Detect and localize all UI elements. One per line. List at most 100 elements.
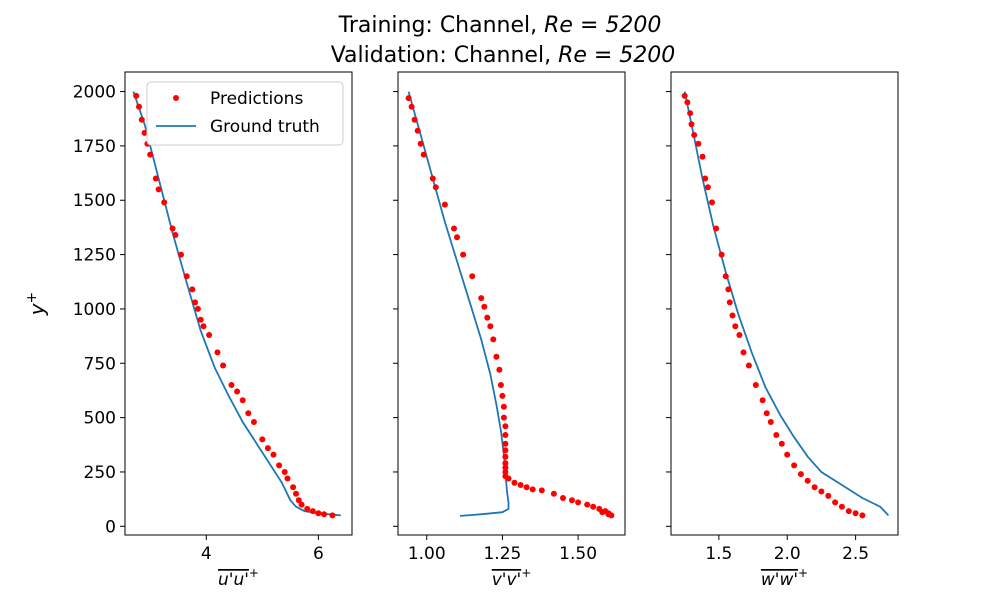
axes-frame	[397, 71, 626, 536]
prediction-point	[234, 388, 241, 395]
prediction-point	[763, 410, 770, 417]
prediction-point	[560, 495, 566, 501]
prediction-point	[502, 460, 509, 467]
x-tick-label: 4	[201, 544, 212, 564]
prediction-point	[441, 201, 448, 208]
prediction-point	[681, 92, 688, 99]
prediction-point	[420, 151, 427, 158]
x-tick-label: 1.50	[559, 544, 597, 564]
prediction-point	[136, 103, 142, 110]
prediction-point	[460, 251, 467, 258]
y-tick-label: 500	[84, 409, 116, 429]
y-tick-label: 2000	[73, 83, 116, 103]
prediction-point	[605, 511, 612, 518]
prediction-point	[414, 127, 421, 134]
prediction-point	[500, 403, 507, 410]
prediction-point	[228, 382, 235, 388]
prediction-point	[197, 316, 204, 323]
prediction-point	[487, 323, 494, 330]
prediction-point	[818, 488, 825, 495]
prediction-point	[172, 232, 179, 238]
prediction-point	[825, 492, 832, 499]
prediction-point	[502, 453, 509, 460]
prediction-point	[502, 440, 509, 447]
x-axis-label: v'v'+	[492, 566, 532, 590]
ground-truth-line	[132, 91, 341, 517]
prediction-point	[688, 121, 695, 128]
prediction-point	[599, 509, 606, 516]
prediction-point	[804, 477, 811, 484]
prediction-point	[493, 353, 500, 360]
legend: Predictions Ground truth	[146, 81, 344, 146]
prediction-point	[505, 475, 512, 482]
prediction-point	[845, 508, 852, 515]
prediction-point	[469, 273, 476, 280]
prediction-point	[695, 140, 702, 147]
y-axis-label: y+	[24, 292, 49, 317]
prediction-point	[264, 445, 271, 452]
prediction-point	[859, 512, 866, 519]
prediction-point	[147, 151, 154, 158]
prediction-point	[133, 92, 140, 99]
y-tick-label: 0	[105, 517, 116, 537]
prediction-point	[778, 440, 785, 447]
y-tick-label: 250	[84, 463, 116, 483]
y-tick-label: 1500	[73, 191, 116, 211]
prediction-point	[590, 503, 597, 510]
prediction-point	[502, 464, 509, 471]
prediction-point	[490, 336, 497, 343]
subplot-1: 0 250 500 750 1000 1250 1500 1750 2000 4 6 u'u'+ y+ P…	[24, 71, 353, 590]
prediction-point	[811, 484, 818, 491]
prediction-point	[309, 508, 316, 515]
prediction-point	[329, 512, 336, 519]
prediction-point	[797, 471, 804, 478]
x-tick-label: 2.0	[774, 544, 801, 564]
prediction-point	[709, 199, 715, 206]
prediction-point	[411, 116, 418, 123]
x-tick-label: 6	[313, 544, 324, 564]
prediction-point	[722, 273, 729, 280]
prediction-point	[405, 95, 412, 102]
prediction-point	[584, 501, 591, 508]
prediction-point	[702, 175, 709, 182]
figure-title-line2: Validation: Channel, Re = 5200	[331, 43, 676, 68]
x-tick-label: 1.5	[705, 544, 732, 564]
prediction-point	[429, 175, 436, 182]
prediction-point	[718, 251, 725, 258]
prediction-point	[284, 475, 291, 482]
y-tick-label: 1250	[73, 246, 116, 266]
prediction-point	[281, 469, 288, 475]
y-tick-label: 750	[84, 354, 116, 374]
prediction-point	[481, 303, 488, 310]
prediction-point	[729, 312, 736, 319]
prediction-point	[500, 414, 507, 421]
prediction-point	[496, 366, 503, 373]
prediction-point	[315, 510, 322, 517]
prediction-point	[152, 175, 159, 182]
prediction-point	[290, 484, 297, 491]
ground-truth-line	[683, 91, 890, 517]
prediction-point	[295, 497, 302, 504]
prediction-point	[752, 382, 759, 388]
prediction-point	[713, 225, 720, 232]
prediction-point	[773, 432, 780, 438]
prediction-point	[502, 432, 509, 438]
prediction-point	[732, 323, 739, 330]
prediction-point	[691, 132, 698, 138]
prediction-point	[745, 362, 752, 369]
x-axis-label: u'u'+	[218, 566, 259, 590]
prediction-point	[220, 362, 227, 369]
prediction-point	[200, 323, 207, 330]
prediction-point	[759, 397, 766, 404]
prediction-point	[161, 199, 168, 206]
prediction-point	[276, 462, 283, 469]
prediction-point	[538, 487, 545, 494]
prediction-point	[321, 511, 327, 518]
prediction-point	[259, 436, 266, 443]
y-tick-label: 1750	[73, 137, 116, 157]
prediction-point	[484, 314, 491, 321]
prediction-point	[183, 273, 190, 280]
prediction-point	[832, 499, 839, 506]
prediction-point	[178, 251, 184, 258]
